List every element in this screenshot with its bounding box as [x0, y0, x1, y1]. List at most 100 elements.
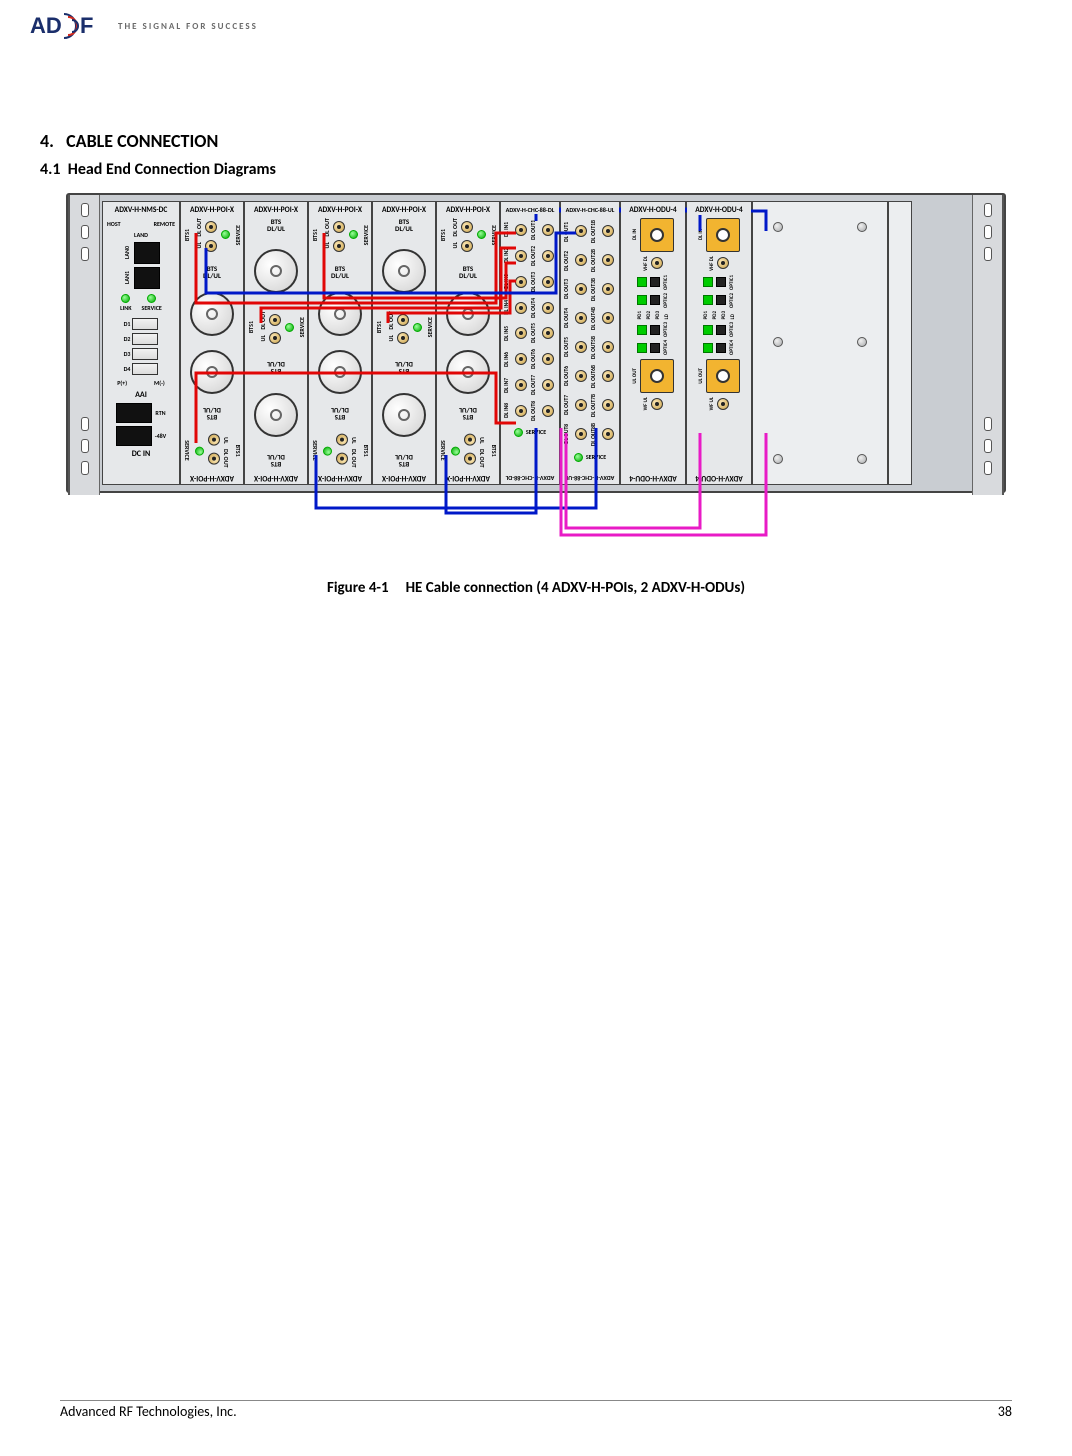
port-dlout [461, 221, 473, 233]
footer-page: 38 [998, 1403, 1012, 1420]
label-d4: D4 [124, 365, 131, 373]
led-chc-ul-service [574, 453, 583, 462]
label-dl-out-1: DL OUT1 [531, 220, 540, 240]
label-ul-in-4: DL OUT4 [564, 308, 573, 328]
label-dcin: DC IN [132, 449, 151, 459]
label-dlout: DL OUT [195, 218, 203, 237]
figure-caption: Figure 4-1 HE Cable connection (4 ADXV-H… [40, 579, 1032, 597]
card-odu-1: ADXV-H-ODU-4 DL IN VHF DL OPTIC1 OPTIC2 … [620, 201, 686, 485]
port-odu-vhfdl [651, 257, 663, 269]
port-dlout-b [464, 453, 476, 465]
port-dlout-b [208, 453, 220, 465]
port-dlout [397, 314, 409, 326]
port-dl-out-5 [542, 327, 554, 339]
label-bts1: BTS1 [311, 229, 319, 241]
label-48v: -48V [155, 432, 166, 440]
card-chc-dl: ADXV-H-CHC-88-DL DL IN1DL OUT1DL IN2DL O… [500, 201, 560, 485]
port-ul-in-2 [575, 254, 587, 266]
label-dl-out-8: DL OUT8 [531, 401, 540, 421]
dip-d1 [132, 318, 158, 330]
label-dl-in-4: DL IN4 [504, 300, 513, 315]
port-bts-n-bot [190, 350, 234, 394]
card-odu-2: ADXV-H-ODU-4 DL IN VHF DL OPTIC1 OPTIC2 … [686, 201, 752, 485]
label-ul-in-6: DL OUT6 [564, 366, 573, 386]
port-ul-in-5 [575, 341, 587, 353]
label-ul-in-1: DL OUT1 [564, 222, 573, 242]
subsection-title: Head End Connection Diagrams [68, 160, 276, 179]
card-bottom-chc-dl: ADXV-H-CHC-88-DL [506, 474, 555, 482]
port-dlout [269, 314, 281, 326]
port-ul-in-7 [575, 399, 587, 411]
port-odu-wful [717, 398, 729, 410]
port-ul-b [336, 434, 348, 446]
logo: AD F [30, 12, 108, 40]
label-poi-service-b: SERVICE [311, 441, 319, 461]
card-poi-4: ADXV-H-POI-X BTSDL/UL BTS1DL OUTULSERVIC… [372, 201, 436, 485]
port-ul-out-5 [602, 341, 614, 353]
chc-dl-row-2: DL IN2DL OUT2 [504, 246, 556, 266]
card-bottom-poi: ADXV-H-POI-X [190, 473, 234, 482]
led-optic3 [637, 325, 647, 335]
label-odu-ulout: UL OUT [698, 368, 704, 384]
card-title-poi: ADXV-H-POI-X [437, 206, 499, 215]
port-dl-out-4 [542, 302, 554, 314]
card-title-poi: ADXV-H-POI-X [373, 206, 435, 215]
label-poi-service: SERVICE [234, 225, 242, 245]
label-d1: D1 [124, 320, 131, 328]
card-title-poi: ADXV-H-POI-X [245, 206, 307, 215]
footer-company: Advanced RF Technologies, Inc. [60, 1403, 237, 1420]
label-dl-out-4: DL OUT4 [531, 298, 540, 318]
port-bts-n-bot [254, 393, 298, 437]
dip-d2 [132, 333, 158, 345]
label-pd3: PD3 [721, 311, 727, 319]
label-aai: AAI [135, 390, 147, 400]
port-dl-in-3 [515, 276, 527, 288]
port-dl-out-3 [542, 276, 554, 288]
label-pd2: PD2 [646, 311, 652, 319]
label-ul-out-6: DL OUT6B [591, 365, 600, 388]
port-ul-out-6 [602, 370, 614, 382]
card-bottom-odu: ADXV-H-ODU-4 [695, 473, 742, 482]
card-poi-2: ADXV-H-POI-X BTSDL/UL BTS1DL OUTULSERVIC… [244, 201, 308, 485]
port-ul-in-4 [575, 312, 587, 324]
port-optic1 [650, 277, 660, 287]
blank-panel [752, 201, 888, 485]
port-ul-b [464, 434, 476, 446]
led-optic1 [703, 277, 713, 287]
label-bts-dlul: BTSDL/UL [267, 218, 285, 232]
port-bts-n-top [254, 249, 298, 293]
port-dlout-b [336, 453, 348, 465]
logo-text-f: F [80, 13, 93, 38]
label-lan0: LAN0 [123, 246, 131, 259]
label-bts-dlul: BTSDL/UL [331, 265, 349, 279]
label-ul: UL [323, 242, 331, 248]
label-pplus: P(+) [117, 379, 127, 387]
label-bts-dlul-inv: BTSDL/UL [395, 454, 413, 468]
label-ul-out-2: DL OUT2B [591, 249, 600, 272]
label-dl-in-2: DL IN2 [504, 248, 513, 263]
label-bts-dlul: BTSDL/UL [203, 265, 221, 279]
port-dl-out-6 [542, 353, 554, 365]
label-ul-out-7: DL OUT7B [591, 394, 600, 417]
port-odu-dlin [706, 218, 740, 252]
label-poi-service: SERVICE [426, 317, 434, 337]
label-optic3: OPTIC3 [729, 322, 735, 337]
label-dl-out-7: DL OUT7 [531, 375, 540, 395]
led-poi-service [349, 230, 358, 239]
label-ul-out-1: DL OUT1B [591, 220, 600, 243]
port-ul-out-3 [602, 283, 614, 295]
port-ul-in-3 [575, 283, 587, 295]
port-optic3 [716, 325, 726, 335]
led-link [121, 294, 130, 303]
label-bts1-b: BTS1 [490, 445, 498, 457]
label-poi-service: SERVICE [490, 225, 498, 245]
port-ul-out-7 [602, 399, 614, 411]
label-ul-in-3: DL OUT3 [564, 279, 573, 299]
label-odu-dlin: DL IN [698, 229, 704, 240]
port-optic2 [650, 295, 660, 305]
chc-ul-row-7: DL OUT7DL OUT7B [564, 394, 616, 417]
led-optic4 [703, 343, 713, 353]
label-odu-vhfdl: VHF DL [643, 256, 649, 271]
terminal-rtn [116, 403, 152, 423]
page-header: AD F THE SIGNAL FOR SUCCESS [30, 12, 1032, 40]
